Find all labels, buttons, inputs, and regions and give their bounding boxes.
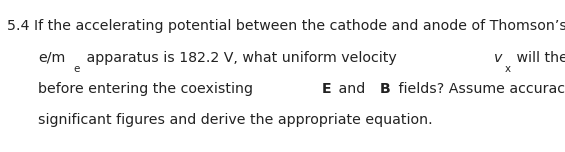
Text: before entering the coexisting: before entering the coexisting bbox=[38, 82, 258, 96]
Text: E: E bbox=[321, 82, 331, 96]
Text: significant figures and derive the appropriate equation.: significant figures and derive the appro… bbox=[38, 113, 433, 127]
Text: will the electrons acquire: will the electrons acquire bbox=[512, 51, 565, 65]
Text: 5.4 If the accelerating potential between the cathode and anode of Thomson’s: 5.4 If the accelerating potential betwee… bbox=[7, 19, 565, 33]
Text: and: and bbox=[334, 82, 370, 96]
Text: e: e bbox=[73, 64, 80, 74]
Text: e/m: e/m bbox=[38, 51, 66, 65]
Text: x: x bbox=[505, 64, 511, 74]
Text: B: B bbox=[380, 82, 391, 96]
Text: apparatus is 182.2 V, what uniform velocity: apparatus is 182.2 V, what uniform veloc… bbox=[82, 51, 401, 65]
Text: fields? Assume accuracy to three: fields? Assume accuracy to three bbox=[394, 82, 565, 96]
Text: v: v bbox=[494, 51, 502, 65]
